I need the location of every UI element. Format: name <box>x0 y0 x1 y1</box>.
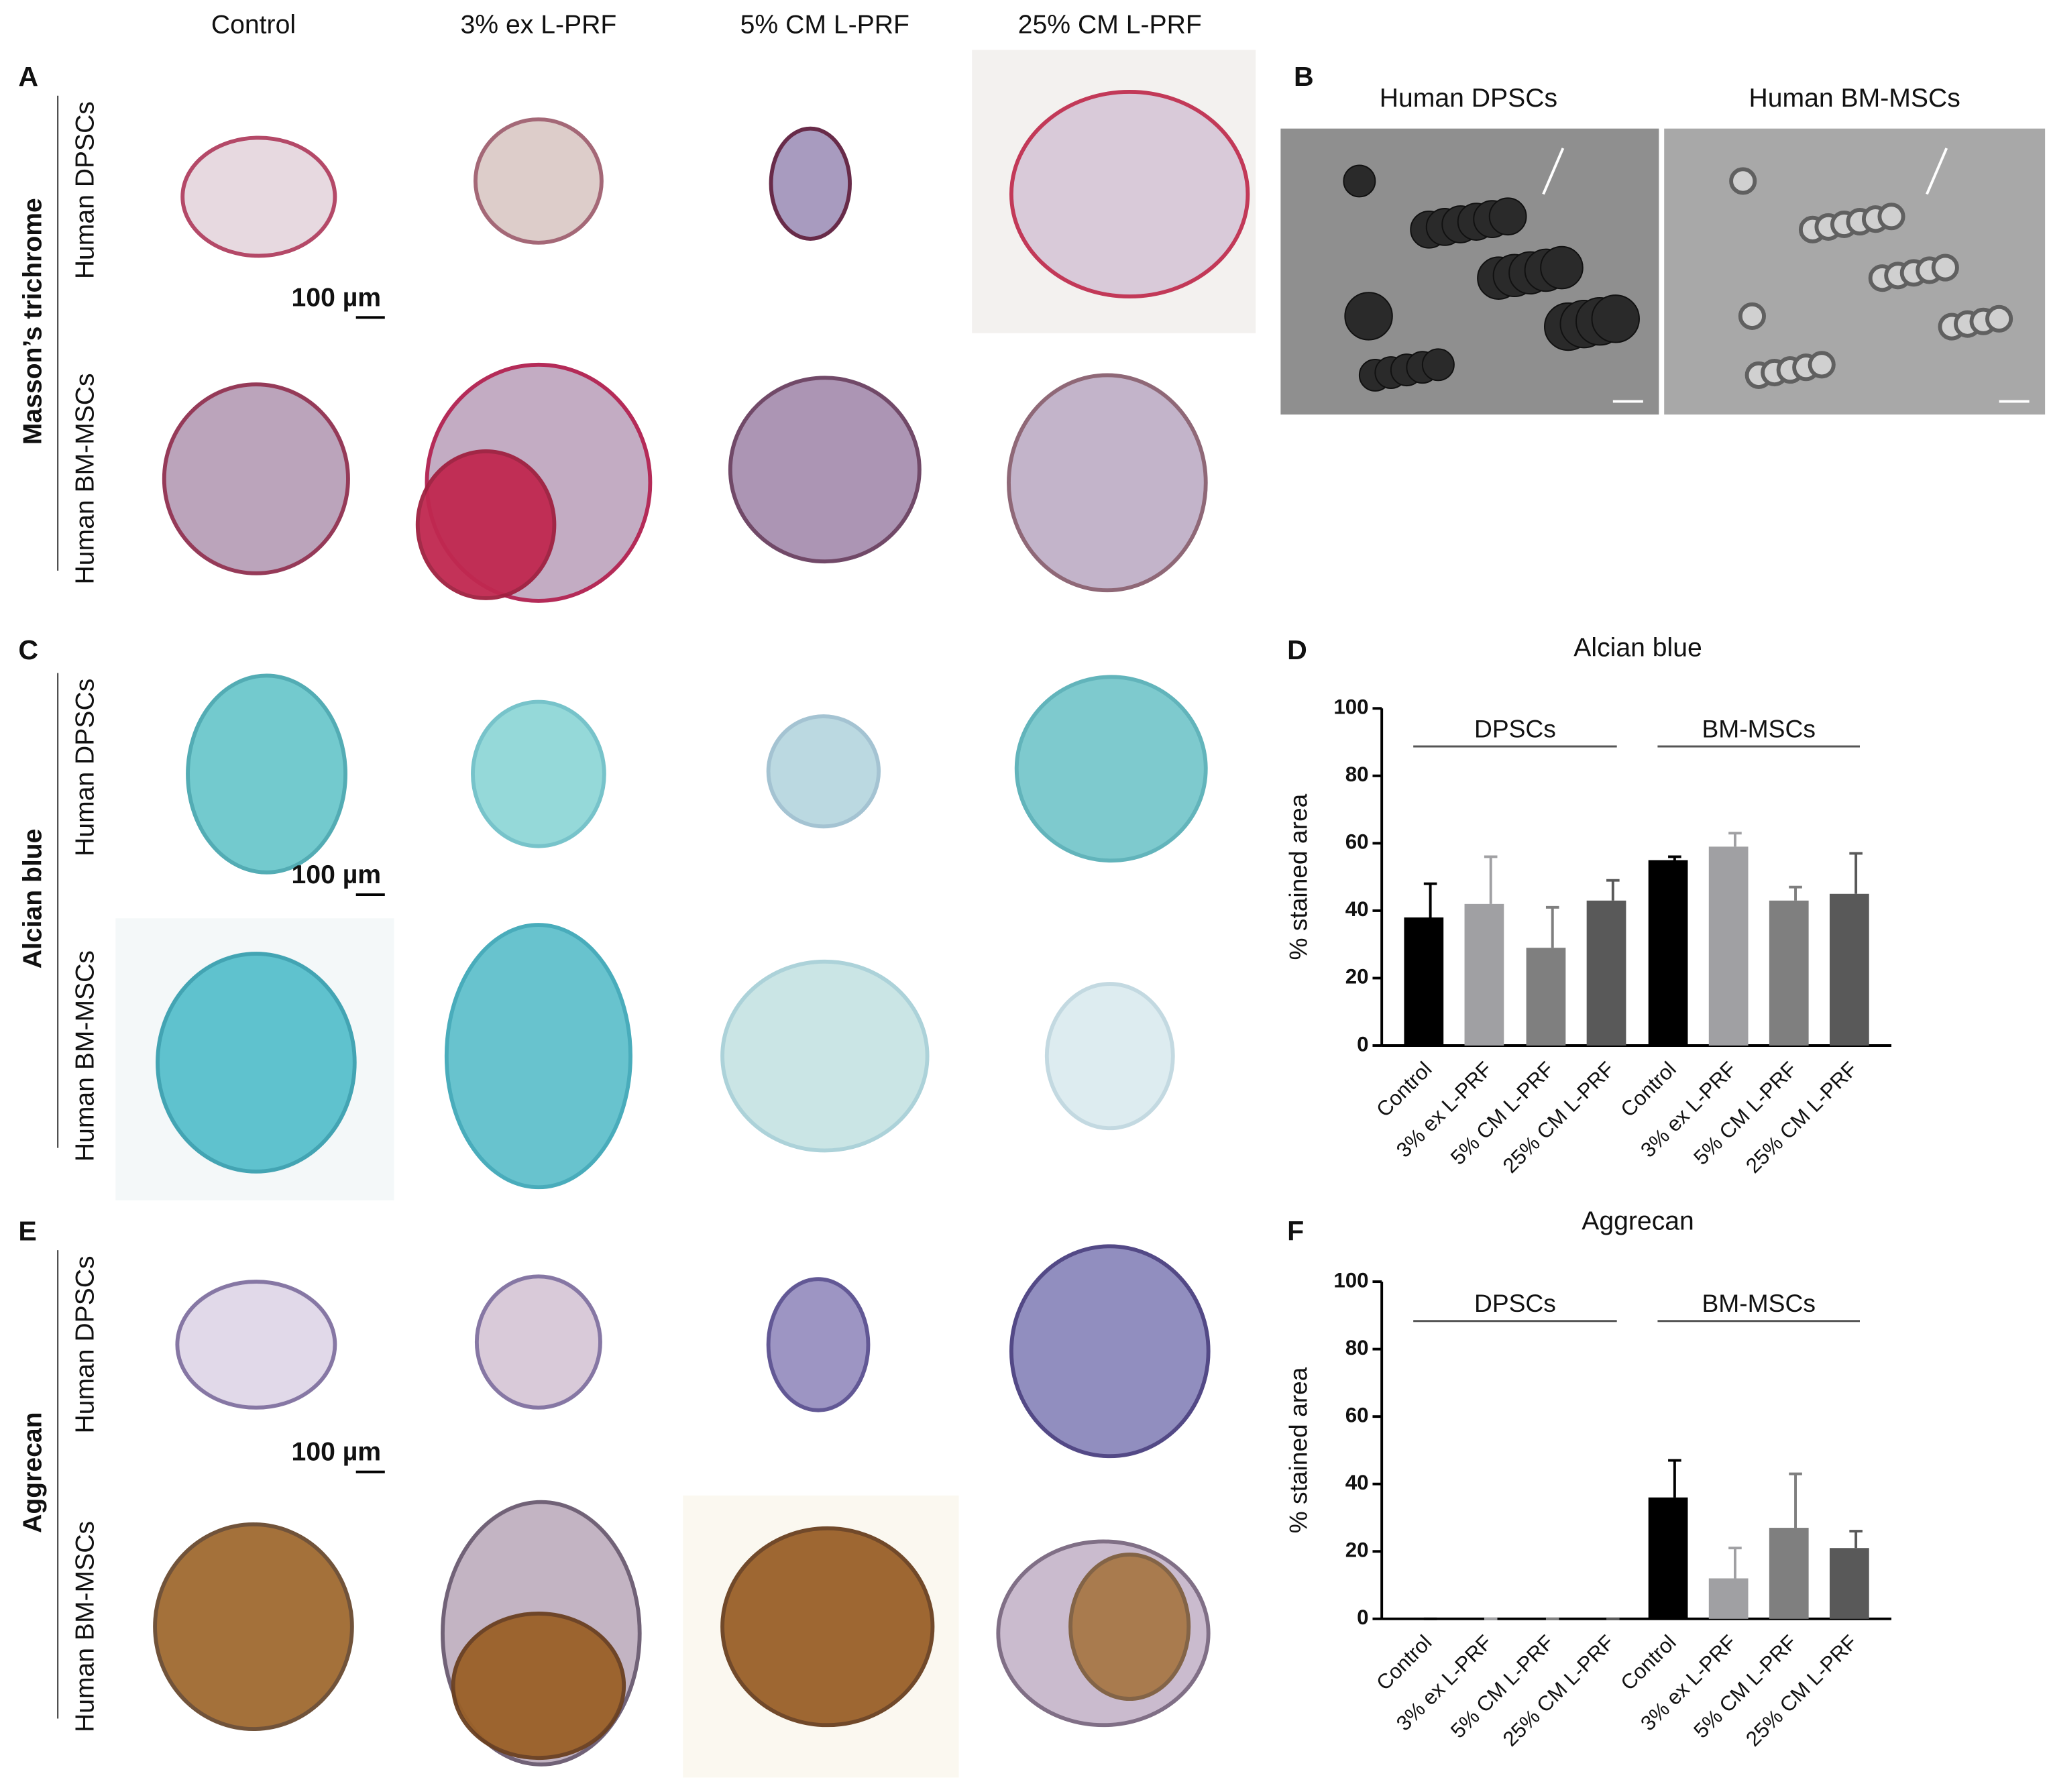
tem-vesicle <box>1343 164 1376 198</box>
tissue-section <box>766 714 881 829</box>
tissue-section <box>175 1280 337 1410</box>
bar <box>1526 948 1566 1046</box>
panel-label: D <box>1287 634 1307 665</box>
tem-image <box>1664 128 2046 415</box>
bar <box>1648 1497 1688 1619</box>
tissue-section <box>444 923 632 1190</box>
bar <box>1464 903 1504 1046</box>
tem-vesicle <box>1540 245 1584 290</box>
tissue-section <box>156 952 357 1174</box>
panel-label: B <box>1294 61 1314 92</box>
y-axis-label: % stained area <box>1284 793 1313 960</box>
tem-vesicle <box>1877 203 1905 231</box>
tissue-section <box>186 673 347 875</box>
tissue-section <box>471 699 606 848</box>
chart-title: Aggrecan <box>1582 1207 1694 1235</box>
tem-arrow <box>1926 148 1948 195</box>
y-tick-label: 40 <box>1345 897 1369 921</box>
y-tick-label: 40 <box>1345 1471 1369 1494</box>
panel-label: E <box>18 1216 36 1247</box>
y-tick-label: 100 <box>1333 1268 1368 1292</box>
column-header: Control <box>211 10 296 39</box>
row-label: Human DPSCs <box>71 1255 100 1433</box>
tissue-section <box>153 1522 354 1732</box>
tissue-section <box>180 135 337 258</box>
stain-label: Aggrecan <box>18 1412 47 1533</box>
tem-vesicle <box>1344 292 1393 341</box>
y-tick-label: 60 <box>1345 1403 1369 1426</box>
y-tick-label: 0 <box>1357 1606 1368 1629</box>
tissue-section <box>473 117 604 245</box>
group-label: BM-MSCs <box>1702 1289 1815 1317</box>
panel-label: F <box>1287 1216 1304 1247</box>
bar <box>1829 893 1869 1046</box>
group-label: DPSCs <box>1474 714 1556 742</box>
tissue-section <box>474 1274 602 1410</box>
bar <box>1769 900 1809 1046</box>
tem-title: Human DPSCs <box>1380 84 1557 113</box>
tissue-section <box>766 1277 871 1412</box>
tem-vesicle <box>1985 304 2013 333</box>
panel-label: C <box>18 634 38 665</box>
tissue-section <box>1009 1244 1211 1459</box>
tem-title: Human BM-MSCs <box>1749 84 1960 113</box>
column-header: 25% CM L-PRF <box>1018 10 1202 39</box>
tem-vesicle <box>1738 302 1766 330</box>
bar <box>1708 846 1749 1046</box>
tissue-section <box>162 382 350 575</box>
row-label: Human DPSCs <box>71 101 100 279</box>
tem-arrow <box>1542 148 1565 195</box>
y-tick-label: 100 <box>1333 695 1368 719</box>
group-label: DPSCs <box>1474 1289 1556 1317</box>
tissue-section <box>769 126 852 241</box>
tissue-section <box>720 1526 935 1728</box>
tissue-section <box>451 1612 626 1760</box>
chart-title: Alcian blue <box>1573 634 1702 663</box>
column-header: 5% CM L-PRF <box>740 10 909 39</box>
stain-label: Masson’s trichrome <box>18 198 47 445</box>
column-header: 3% ex L-PRF <box>461 10 617 39</box>
bar <box>1586 900 1626 1046</box>
tissue-section <box>1068 1553 1191 1701</box>
y-tick-label: 20 <box>1345 965 1369 989</box>
bar <box>1829 1548 1869 1619</box>
tissue-section <box>1014 675 1208 863</box>
tissue-section <box>728 376 922 564</box>
bar <box>1648 860 1688 1046</box>
bar <box>1404 917 1444 1046</box>
scale-bar-label: 100 µm <box>292 283 382 312</box>
tissue-section <box>1009 89 1250 299</box>
group-label: BM-MSCs <box>1702 714 1815 742</box>
row-label: Human BM-MSCs <box>71 1521 100 1732</box>
row-label: Human DPSCs <box>71 679 100 856</box>
tem-vesicle <box>1488 197 1527 236</box>
tem-vesicle <box>1729 167 1757 195</box>
panel-label: A <box>18 61 38 92</box>
y-tick-label: 80 <box>1345 1336 1369 1359</box>
y-axis-label: % stained area <box>1284 1367 1313 1533</box>
tem-image <box>1280 128 1659 415</box>
row-label: Human BM-MSCs <box>71 373 100 584</box>
tissue-section <box>1007 373 1208 593</box>
row-label: Human BM-MSCs <box>71 950 100 1162</box>
y-tick-label: 0 <box>1357 1032 1368 1056</box>
stain-label: Alcian blue <box>18 829 47 969</box>
scale-bar-label: 100 µm <box>292 1438 382 1467</box>
tem-vesicle <box>1808 351 1836 379</box>
y-tick-label: 80 <box>1345 763 1369 786</box>
tem-vesicle <box>1421 348 1455 382</box>
y-tick-label: 60 <box>1345 830 1369 854</box>
tissue-section <box>1044 982 1175 1131</box>
tem-vesicle <box>1591 294 1640 343</box>
bar <box>1769 1528 1809 1619</box>
tem-vesicle <box>1931 254 1959 282</box>
tissue-section <box>720 959 930 1153</box>
tissue-section <box>415 449 557 600</box>
bar <box>1708 1578 1749 1619</box>
y-tick-label: 20 <box>1345 1538 1369 1562</box>
scale-bar-label: 100 µm <box>292 860 382 889</box>
